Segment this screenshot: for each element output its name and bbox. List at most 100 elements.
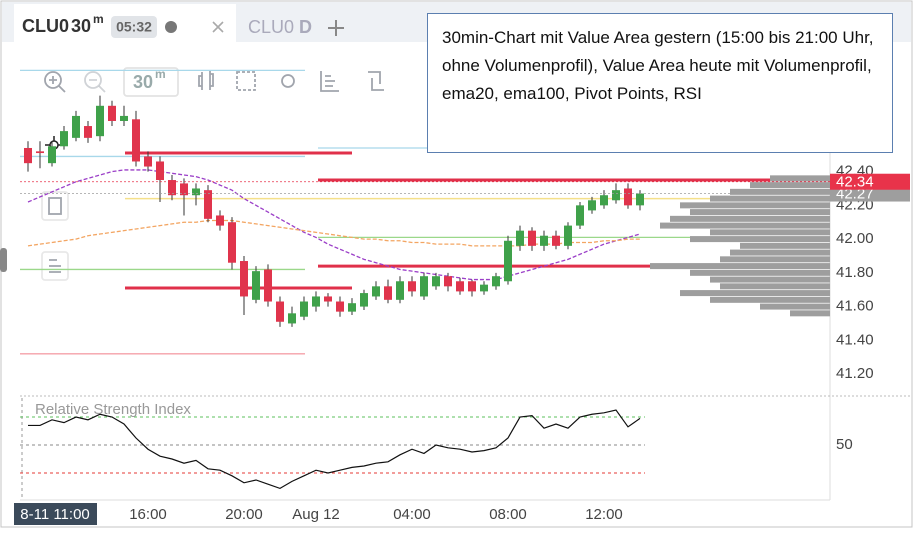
indicators[interactable] <box>320 71 339 92</box>
pane-title: Relative Strength Index <box>35 401 191 418</box>
volume-profile-bar <box>710 276 830 283</box>
toolbar-interval-unit: m <box>155 67 166 81</box>
volume-profile-bar <box>710 195 830 202</box>
volume-profile-bar <box>790 310 830 317</box>
side-button[interactable] <box>41 191 69 221</box>
volume-profile-bar <box>680 202 830 209</box>
volume-profile-bar <box>660 222 830 229</box>
add-tab[interactable] <box>328 20 344 36</box>
candle-body <box>384 286 392 300</box>
zoom-out[interactable] <box>84 71 102 89</box>
candle-body <box>600 195 608 206</box>
price-marker-label: 42.34 <box>836 174 874 191</box>
side-handle[interactable] <box>0 248 7 272</box>
annotation: 30min-Chart mit Value Area gestern (15:0… <box>427 13 893 153</box>
candle-body <box>60 131 68 147</box>
tab-close[interactable] <box>212 21 224 33</box>
volume-profile-bar <box>690 269 830 276</box>
candle-body <box>552 235 560 246</box>
volume-profile-bar <box>770 175 830 182</box>
volume-profile-bar <box>670 215 830 222</box>
candle-body <box>300 301 308 317</box>
side-button[interactable] <box>41 251 69 281</box>
volume-profile-bar <box>720 283 830 290</box>
tab-symbol[interactable]: CLU0 <box>248 17 294 37</box>
settings[interactable] <box>281 74 295 88</box>
y-tick-label: 50 <box>836 436 853 453</box>
x-tick-label: Aug 12 <box>292 506 340 523</box>
x-tick-label: 04:00 <box>393 506 431 523</box>
x-tick-label: 16:00 <box>129 506 167 523</box>
toolbar <box>41 67 384 281</box>
candle-body <box>108 105 116 121</box>
tab-timer: 05:32 <box>116 19 152 35</box>
candle-body <box>240 261 248 297</box>
candle-body <box>156 161 164 181</box>
y-tick-label: 42.00 <box>836 230 874 247</box>
y-tick-label: 41.80 <box>836 264 874 281</box>
volume-profile-bar <box>760 303 830 310</box>
interval-button[interactable] <box>123 67 179 97</box>
candle-body <box>456 281 464 292</box>
candle-body <box>132 119 140 162</box>
side-icon <box>48 197 62 215</box>
x-tick-label: 08:00 <box>489 506 527 523</box>
y-tick-label: 41.60 <box>836 298 874 315</box>
crosshair-time-box <box>14 503 97 525</box>
price-marker-label: 42.27 <box>836 186 874 203</box>
candle-body <box>624 188 632 206</box>
candle-body <box>360 293 368 307</box>
candle-body <box>480 284 488 292</box>
candle-body <box>264 269 272 302</box>
candle-body <box>204 190 212 219</box>
tab-symbol: CLU0 <box>22 16 69 36</box>
rsi-line <box>28 409 641 490</box>
select-tool[interactable] <box>236 71 256 91</box>
candle-body <box>468 281 476 292</box>
candle-body <box>324 296 332 302</box>
x-tick-label: 12:00 <box>585 506 623 523</box>
candle-body <box>588 200 596 211</box>
candle-body <box>252 271 260 300</box>
candle-body <box>288 313 296 324</box>
candle-body <box>420 276 428 297</box>
candle-body <box>396 281 404 300</box>
candle-body <box>432 276 440 287</box>
candle-body <box>444 276 452 287</box>
layout[interactable] <box>368 71 384 91</box>
candle-body <box>84 126 92 138</box>
tab-interval: 30 <box>71 16 91 36</box>
y-tick-label: 41.40 <box>836 331 874 348</box>
status-dot <box>165 21 177 33</box>
volume-profile-bar <box>710 296 830 303</box>
toolbar-interval: 30 <box>133 72 153 92</box>
candle-body <box>564 225 572 246</box>
candle-body <box>612 190 620 201</box>
volume-profile-bar <box>740 242 830 249</box>
candle-body <box>576 205 584 226</box>
candle-body <box>192 188 200 196</box>
volume-profile-bar <box>720 256 830 263</box>
zoom-in[interactable] <box>44 71 62 89</box>
x-tick-label: 8-11 11:00 <box>20 506 90 523</box>
volume-profile-bar <box>710 229 830 236</box>
side-icon <box>49 259 61 273</box>
volume-profile-bar <box>650 263 830 270</box>
x-tick-label: 20:00 <box>225 506 263 523</box>
candle-body <box>348 303 356 312</box>
timer-box <box>111 16 157 38</box>
candle-body <box>528 230 536 246</box>
candle-body <box>120 115 128 121</box>
candle-body <box>504 240 512 282</box>
ema-line <box>27 219 640 247</box>
candle-body <box>372 286 380 297</box>
candle-body <box>48 146 56 164</box>
chart-type[interactable] <box>198 70 214 90</box>
candle-body <box>540 235 548 246</box>
candle-body <box>96 105 104 137</box>
candle-body <box>72 115 80 138</box>
tab-interval: D <box>299 17 312 37</box>
volume-profile-bar <box>690 209 830 216</box>
volume-profile-bar <box>730 249 830 256</box>
